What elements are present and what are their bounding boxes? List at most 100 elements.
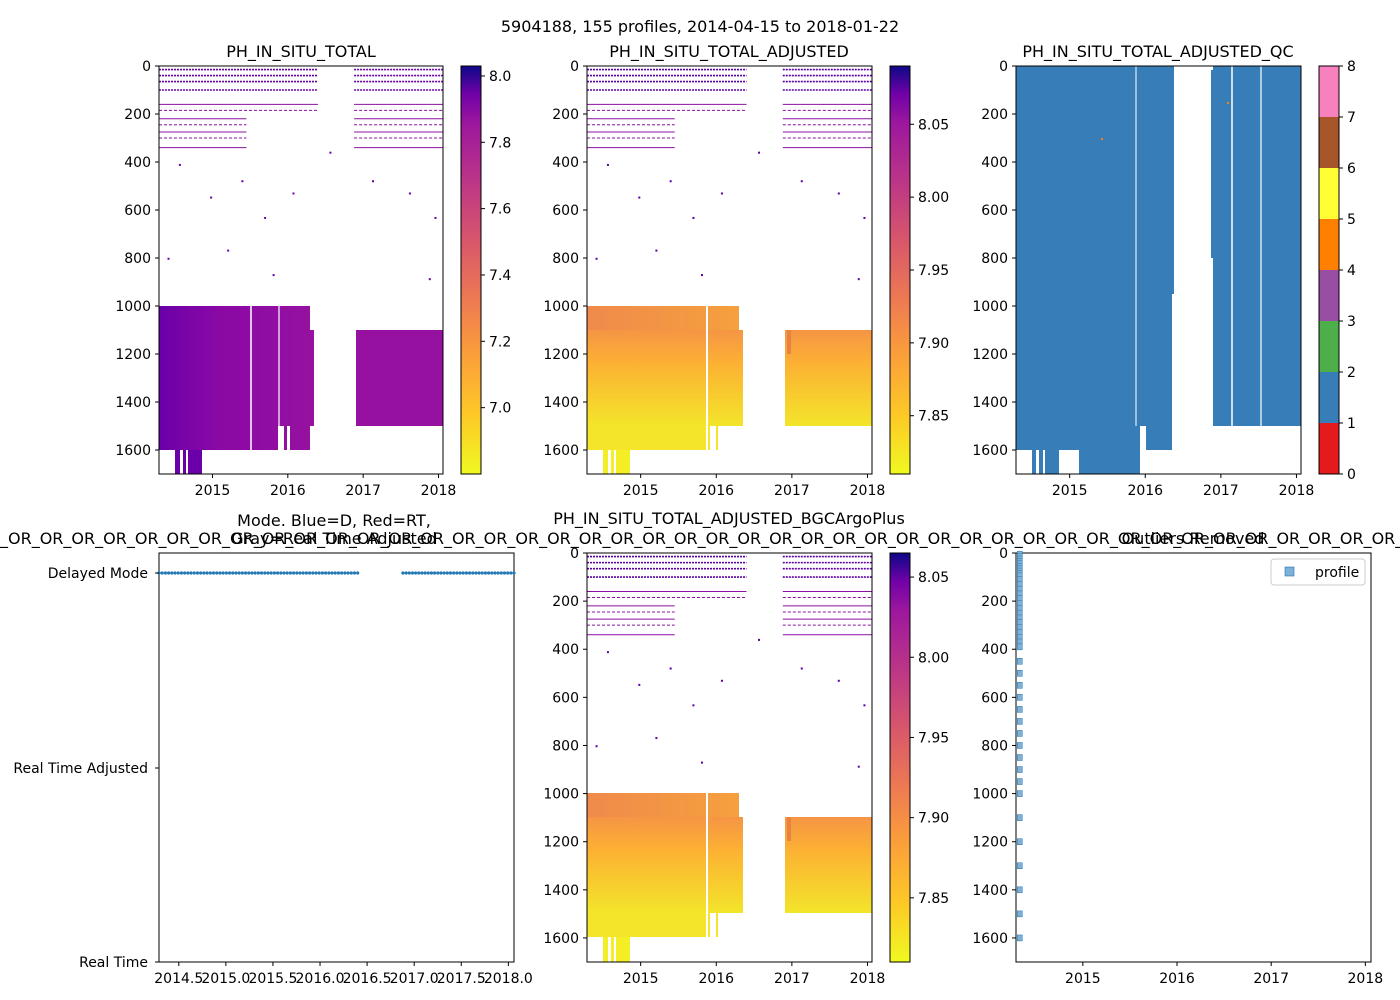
mode-delayed-point xyxy=(420,571,424,575)
raw-gap-white xyxy=(278,426,284,474)
adjusted-y-tick-label: 200 xyxy=(552,107,579,123)
panel-raw-title: PH_IN_SITU_TOTAL xyxy=(226,42,376,62)
mode-delayed-point xyxy=(343,571,347,575)
panel-adjusted-title: PH_IN_SITU_TOTAL_ADJUSTED xyxy=(609,42,849,62)
qc-cbar-tick-label: 1 xyxy=(1347,416,1356,432)
mode-delayed-point xyxy=(304,571,309,575)
outliers-legend: profile xyxy=(1270,558,1366,586)
qc-block-1 xyxy=(1016,66,1172,450)
outlier-point xyxy=(1017,682,1023,689)
mode-y-tick-label: Real Time xyxy=(79,955,148,971)
outlier-point xyxy=(1017,790,1023,797)
mode-delayed-point xyxy=(352,571,357,575)
outliers-legend-label: profile xyxy=(1315,565,1359,581)
scattered-value-point xyxy=(692,704,695,707)
raw-cbar-tick-label: 7.6 xyxy=(489,202,511,218)
scattered-value-point xyxy=(857,765,860,768)
raw-y-tick-label: 200 xyxy=(124,107,151,123)
outliers-y-tick-label: 0 xyxy=(999,546,1008,562)
panel-raw-frame xyxy=(158,65,444,475)
adjusted-cbar-tick-label: 8.00 xyxy=(918,190,949,206)
outliers-x-tick-label: 2018 xyxy=(1348,971,1384,987)
mode-delayed-point xyxy=(291,571,296,575)
bgc-y-tick-label: 800 xyxy=(552,738,579,754)
mode-delayed-point xyxy=(461,571,465,575)
mode-delayed-point xyxy=(330,571,334,575)
mode-delayed-point xyxy=(208,571,212,575)
mode-delayed-point xyxy=(237,571,241,575)
raw-y-tick-label: 400 xyxy=(124,155,151,171)
mode-delayed-point xyxy=(483,571,488,575)
adjusted-gap-white xyxy=(706,306,708,450)
outlier-point xyxy=(1017,886,1023,894)
scattered-value-point xyxy=(758,151,760,154)
scattered-value-point xyxy=(800,180,803,183)
qc-y-axis: 0 200 400 600 800 1000 1200 1400 1600 xyxy=(972,59,1016,459)
raw-shallow-lines xyxy=(159,68,443,403)
scattered-value-point xyxy=(863,704,866,707)
qc-colorbar-segment xyxy=(1319,219,1339,270)
qc-colorbar-segment xyxy=(1319,117,1339,168)
raw-gap-white-2 xyxy=(287,426,290,474)
raw-deep-block-3 xyxy=(356,330,443,426)
mode-delayed-point xyxy=(259,571,264,575)
mode-delayed-point xyxy=(401,571,405,575)
scattered-value-point xyxy=(638,683,641,686)
outliers-y-tick-label: 600 xyxy=(981,690,1008,706)
mode-delayed-point xyxy=(464,571,468,575)
bgc-y-tick-label: 600 xyxy=(552,690,579,706)
bgc-heatmap-data xyxy=(587,555,872,962)
outliers-y-tick-label: 400 xyxy=(981,642,1008,658)
adjusted-y-tick-label: 0 xyxy=(570,59,579,75)
adjusted-shallow-lines xyxy=(587,68,872,403)
mode-x-axis: 2014.52015.02015.52016.02016.52017.02017… xyxy=(154,962,533,987)
qc-y-tick-label: 1600 xyxy=(972,443,1008,459)
adjusted-x-tick-label: 2018 xyxy=(850,483,886,499)
mode-delayed-point xyxy=(179,571,184,575)
qc-x-tick-label: 2017 xyxy=(1203,483,1239,499)
qc-block-5 xyxy=(1211,70,1214,258)
qc-gap-5 xyxy=(1140,426,1146,450)
outlier-point xyxy=(1017,694,1023,701)
raw-x-tick-label: 2017 xyxy=(345,483,381,499)
raw-x-tick-label: 2018 xyxy=(421,483,457,499)
bgc-y-tick-label: 1000 xyxy=(543,787,579,803)
outlier-point xyxy=(1017,910,1023,918)
mode-x-tick-label: 2015.5 xyxy=(248,971,297,987)
adjusted-y-tick-label: 1000 xyxy=(543,299,579,315)
mode-x-tick-label: 2014.5 xyxy=(154,971,203,987)
outlier-point xyxy=(1017,814,1023,821)
mode-delayed-point xyxy=(163,571,168,575)
raw-x-tick-label: 2015 xyxy=(195,483,231,499)
panel-raw: PH_IN_SITU_TOTAL 0 200 400 600 800 1000 1200 14… xyxy=(115,42,511,499)
mode-delayed-point xyxy=(452,571,456,575)
mode-delayed-point xyxy=(224,571,228,575)
mode-delayed-point xyxy=(218,571,222,575)
panel-qc-title: PH_IN_SITU_TOTAL_ADJUSTED_QC xyxy=(1022,42,1293,62)
mode-x-tick-label: 2018.0 xyxy=(484,971,533,987)
scattered-value-point xyxy=(692,216,695,219)
mode-delayed-point xyxy=(407,571,411,575)
scattered-value-point xyxy=(434,216,437,219)
bgc-stripe xyxy=(787,817,791,841)
adjusted-deep-block-5 xyxy=(603,450,630,474)
qc-cbar-tick-label: 4 xyxy=(1347,263,1356,279)
bgc-cbar-tick-label: 7.95 xyxy=(918,730,949,746)
mode-delayed-point xyxy=(506,571,510,575)
outliers-y-tick-label: 1000 xyxy=(972,787,1008,803)
scattered-value-point xyxy=(408,192,411,195)
scattered-value-point xyxy=(606,163,609,166)
bgc-gap-white-2 xyxy=(608,937,611,962)
mode-delayed-point xyxy=(499,571,503,575)
mode-delayed-point xyxy=(250,571,254,575)
mode-delayed-points xyxy=(157,571,516,575)
mode-delayed-point xyxy=(253,571,257,575)
mode-delayed-point xyxy=(426,571,430,575)
panel-bgc: PH_IN_SITU_TOTAL_ADJUSTED_BGCArgoPlus 0 2… xyxy=(543,509,949,987)
scattered-value-point xyxy=(837,679,840,682)
mode-delayed-point xyxy=(195,571,200,575)
mode-delayed-point xyxy=(256,571,260,575)
qc-cbar-tick-label: 5 xyxy=(1347,212,1356,228)
mode-x-tick-label: 2016.5 xyxy=(343,971,392,987)
mode-delayed-point xyxy=(183,571,187,575)
